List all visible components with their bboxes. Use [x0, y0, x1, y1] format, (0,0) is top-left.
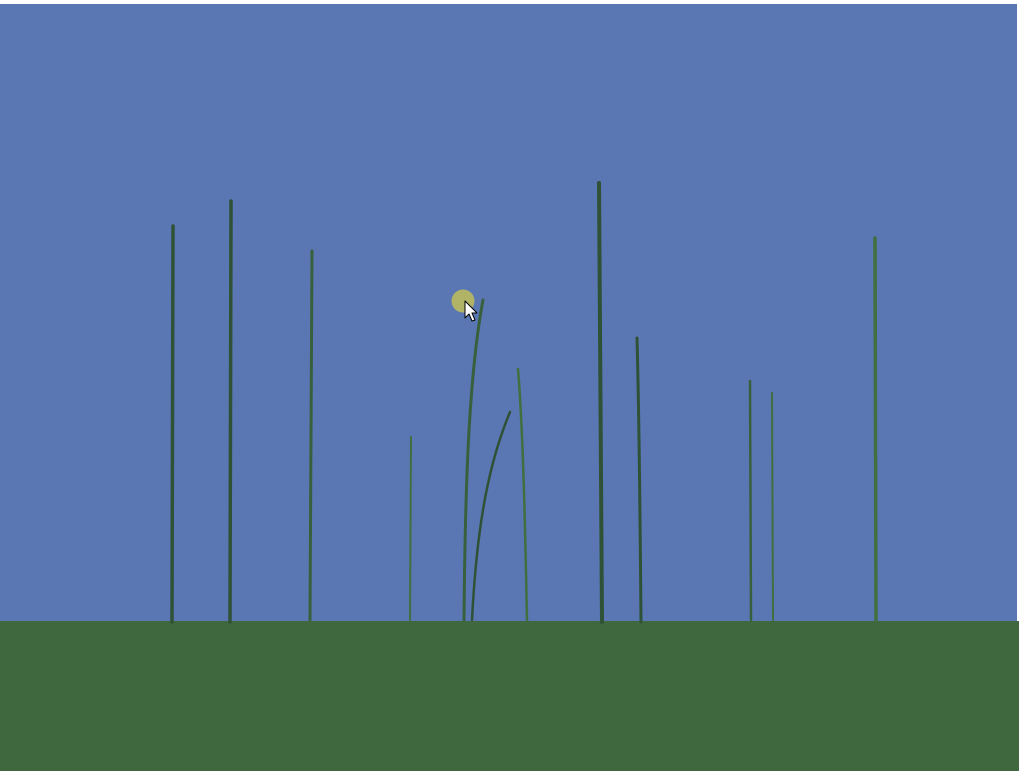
reed-stalk[interactable]	[462, 298, 485, 622]
reed-stalk[interactable]	[771, 392, 774, 621]
reed-stalk[interactable]	[635, 336, 643, 624]
top-border	[0, 0, 1019, 4]
ground-area	[0, 621, 1019, 771]
reed-stalk[interactable]	[170, 224, 175, 624]
reed-stalk[interactable]	[748, 379, 753, 622]
arrow-pointer-icon	[464, 300, 478, 322]
reed-stalk[interactable]	[470, 410, 512, 622]
reed-stalk[interactable]	[516, 367, 529, 622]
reed-stalk[interactable]	[308, 249, 314, 622]
reed-stalk[interactable]	[409, 436, 412, 621]
reed-stalk[interactable]	[597, 181, 604, 624]
sky-background	[0, 4, 1017, 621]
reed-stalk[interactable]	[873, 236, 878, 622]
reed-stalk[interactable]	[228, 199, 233, 624]
